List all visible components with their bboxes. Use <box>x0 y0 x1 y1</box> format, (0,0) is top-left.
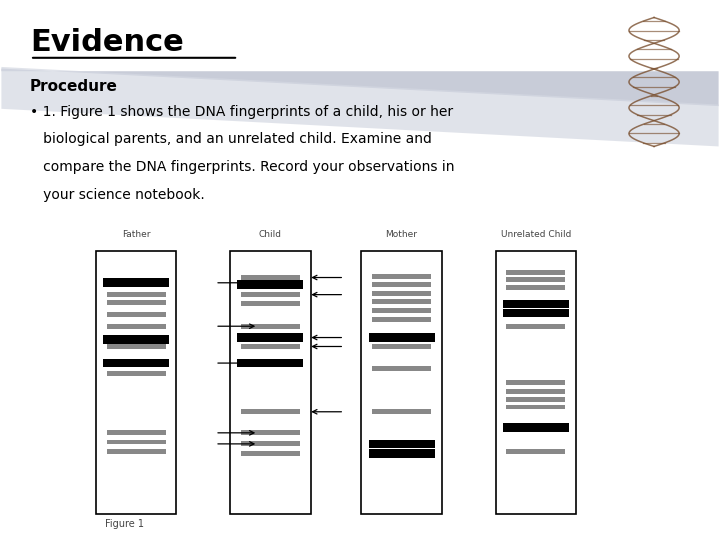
Bar <box>103 359 169 367</box>
Bar <box>361 251 442 515</box>
Bar <box>372 282 431 287</box>
Polygon shape <box>1 67 719 146</box>
Bar <box>503 309 569 318</box>
Text: Child: Child <box>259 231 282 239</box>
Text: Procedure: Procedure <box>30 79 118 94</box>
Bar <box>241 442 300 446</box>
Bar <box>506 389 565 394</box>
Text: biological parents, and an unrelated child. Examine and: biological parents, and an unrelated chi… <box>30 132 432 146</box>
Bar <box>495 251 576 515</box>
Polygon shape <box>1 69 719 106</box>
Bar <box>107 371 166 376</box>
Bar <box>506 285 565 290</box>
Bar <box>372 316 431 321</box>
Bar <box>238 359 303 367</box>
Bar <box>103 279 169 287</box>
Bar <box>107 440 166 444</box>
Bar <box>506 404 565 409</box>
Bar <box>241 409 300 414</box>
Bar <box>96 251 176 515</box>
Bar <box>372 291 431 296</box>
Bar <box>107 292 166 297</box>
Bar <box>369 333 435 342</box>
Bar <box>241 344 300 349</box>
Text: Figure 1: Figure 1 <box>105 519 145 529</box>
Bar <box>107 324 166 329</box>
Bar <box>107 430 166 435</box>
Text: compare the DNA fingerprints. Record your observations in: compare the DNA fingerprints. Record you… <box>30 160 454 174</box>
Bar <box>107 312 166 317</box>
Bar <box>506 324 565 329</box>
Bar <box>107 300 166 305</box>
Bar <box>238 280 303 289</box>
Bar <box>241 451 300 456</box>
Bar <box>372 299 431 304</box>
Bar <box>506 380 565 385</box>
Bar <box>230 251 310 515</box>
Text: Mother: Mother <box>386 231 418 239</box>
Bar <box>372 274 431 279</box>
Bar <box>241 430 300 435</box>
Bar <box>107 449 166 454</box>
Bar <box>506 397 565 402</box>
Text: your science notebook.: your science notebook. <box>30 188 204 202</box>
Bar <box>503 300 569 308</box>
Bar <box>506 277 565 282</box>
Bar <box>238 333 303 342</box>
Bar <box>369 440 435 448</box>
Bar <box>369 449 435 458</box>
Bar <box>372 308 431 313</box>
Bar <box>506 449 565 454</box>
Bar <box>503 423 569 432</box>
Text: Evidence: Evidence <box>30 28 184 57</box>
Bar <box>107 344 166 349</box>
Bar <box>241 324 300 329</box>
Bar <box>241 275 300 280</box>
Bar <box>372 344 431 349</box>
Bar <box>241 292 300 297</box>
Bar <box>506 270 565 275</box>
Text: • 1. Figure 1 shows the DNA fingerprints of a child, his or her: • 1. Figure 1 shows the DNA fingerprints… <box>30 105 453 119</box>
Text: Father: Father <box>122 231 150 239</box>
Text: Unrelated Child: Unrelated Child <box>500 231 571 239</box>
Bar <box>241 301 300 306</box>
Bar <box>372 409 431 414</box>
Bar <box>103 335 169 343</box>
Bar <box>372 366 431 371</box>
